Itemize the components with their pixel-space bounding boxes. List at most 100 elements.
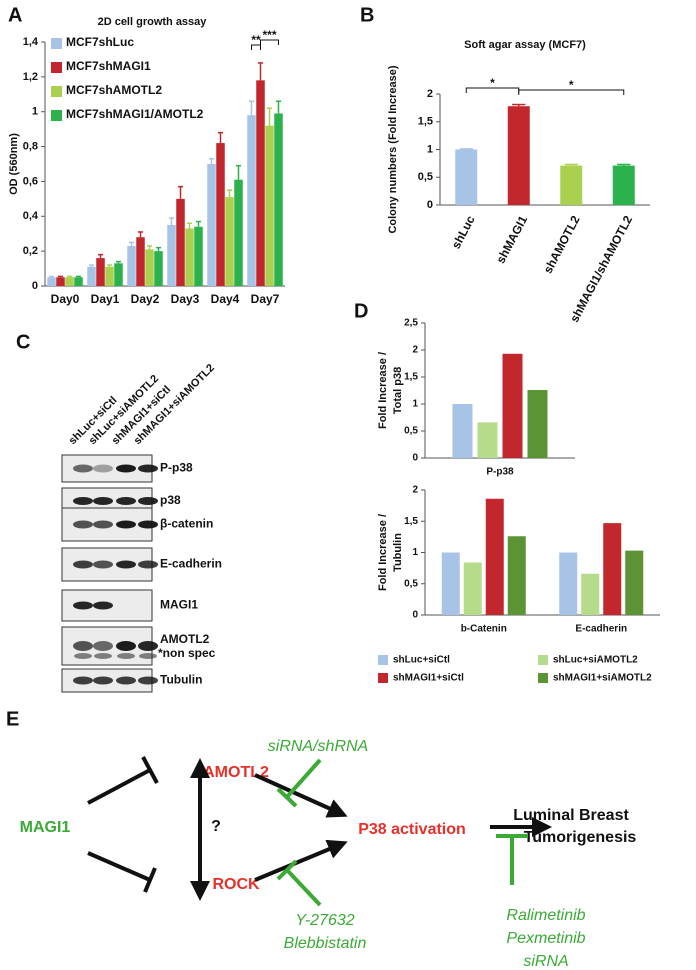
- y-tick-label: 0,5: [404, 426, 418, 437]
- panel-label: B: [360, 4, 374, 26]
- bar: [502, 353, 523, 458]
- bar: [167, 225, 176, 286]
- chart-title: 2D cell growth assay: [98, 16, 208, 28]
- outcome: Luminal Breast: [513, 807, 629, 824]
- significance-bracket: [260, 39, 279, 45]
- x-tick-label: P-p38: [486, 467, 514, 478]
- bar: [274, 113, 283, 286]
- blot-row: [61, 454, 158, 483]
- significance: ***: [262, 28, 276, 42]
- x-tick-label: b-Catenin: [461, 624, 507, 635]
- bar: [452, 404, 473, 458]
- band: [116, 560, 136, 569]
- band: [138, 641, 158, 651]
- node: P38 activation: [358, 821, 466, 838]
- x-tick-label: Day2: [131, 292, 160, 306]
- bar: [127, 245, 136, 286]
- legend-label: MCF7shMAGI1/AMOTL2: [66, 107, 204, 121]
- y-tick-label: 2: [412, 345, 418, 356]
- bar: [485, 498, 504, 615]
- blot-label: MAGI1: [160, 598, 198, 612]
- bar: [74, 277, 83, 286]
- y-tick-label: 0,2: [23, 245, 38, 257]
- band: [74, 653, 92, 659]
- band: [93, 641, 113, 651]
- bar: [56, 277, 65, 286]
- inhibitor: siRNA/shRNA: [268, 738, 368, 755]
- x-tick-label: E-cadherin: [575, 624, 627, 635]
- y-tick-label: 0: [412, 453, 418, 464]
- y-axis-label: Tubulin: [392, 533, 404, 572]
- band: [93, 464, 113, 473]
- question: ?: [211, 818, 221, 835]
- blot-row: [61, 626, 158, 666]
- y-tick-label: 0: [427, 199, 433, 211]
- bar: [507, 106, 530, 205]
- bar: [559, 552, 578, 615]
- band: [116, 676, 136, 685]
- band: [116, 641, 136, 651]
- y-axis-label: Total p38: [392, 367, 404, 414]
- inhibit-edge: [285, 868, 322, 907]
- blot-label: β-catenin: [160, 517, 213, 531]
- legend-swatch: [378, 673, 388, 683]
- band: [73, 560, 93, 569]
- bar: [154, 251, 163, 286]
- bar: [441, 552, 460, 615]
- significance: **: [251, 33, 261, 47]
- bar: [47, 277, 56, 286]
- y-tick-label: 0,5: [404, 578, 418, 589]
- bar: [87, 266, 96, 286]
- y-tick-label: 0: [412, 610, 418, 621]
- significance-bracket: [251, 44, 261, 50]
- x-tick-label: shMAGI1: [493, 213, 530, 266]
- bar: [527, 389, 548, 458]
- legend-label: shMAGI1+siCtl: [393, 673, 464, 684]
- node: AMOTL2: [203, 764, 269, 781]
- arrows: [87, 756, 552, 901]
- legend-swatch: [378, 655, 388, 665]
- blot-label: E-cadherin: [160, 557, 222, 571]
- legend-swatch: [51, 62, 62, 73]
- band: [138, 497, 158, 505]
- inhibitor: Blebbistatin: [284, 935, 367, 952]
- y-tick-label: 0,5: [418, 171, 433, 183]
- bar: [463, 562, 482, 615]
- bar: [477, 422, 498, 458]
- band: [93, 601, 113, 610]
- inhibitor: Y-27632: [295, 912, 354, 929]
- y-tick-label: 2,5: [404, 318, 418, 329]
- inhibit-bar: [141, 756, 159, 784]
- y-tick-label: 1: [412, 399, 418, 410]
- blot-label: AMOTL2: [160, 632, 210, 646]
- blot-row: [61, 589, 153, 622]
- blot-note: *non spec: [158, 646, 216, 660]
- node: MAGI1: [20, 819, 71, 836]
- legend-swatch: [51, 38, 62, 49]
- blot-row: [61, 507, 158, 542]
- legend-swatch: [51, 86, 62, 97]
- bar: [247, 115, 256, 286]
- arrow: [254, 773, 348, 818]
- significance: *: [569, 78, 574, 92]
- bar: [225, 197, 234, 286]
- x-tick-label: Day3: [171, 292, 200, 306]
- y-tick-label: 1: [427, 143, 433, 155]
- pathway-diagram: MAGI1 AMOTL2 ROCK P38 activation ? Lumin…: [20, 738, 637, 970]
- y-tick-label: 0,6: [23, 175, 38, 187]
- bar: [176, 198, 185, 286]
- inhibit-bar: [276, 787, 298, 808]
- legend-label: shLuc+siAMOTL2: [553, 655, 638, 666]
- band: [138, 560, 158, 569]
- x-tick-label: Day0: [51, 292, 80, 306]
- bar: [625, 550, 644, 615]
- band: [138, 676, 158, 685]
- bar: [105, 266, 114, 286]
- band: [73, 520, 93, 529]
- significance: *: [490, 76, 495, 90]
- arrow: [254, 839, 348, 882]
- panel-label: A: [8, 4, 22, 26]
- x-tick-label: Day1: [91, 292, 120, 306]
- band: [73, 676, 93, 685]
- legend-swatch: [538, 673, 548, 683]
